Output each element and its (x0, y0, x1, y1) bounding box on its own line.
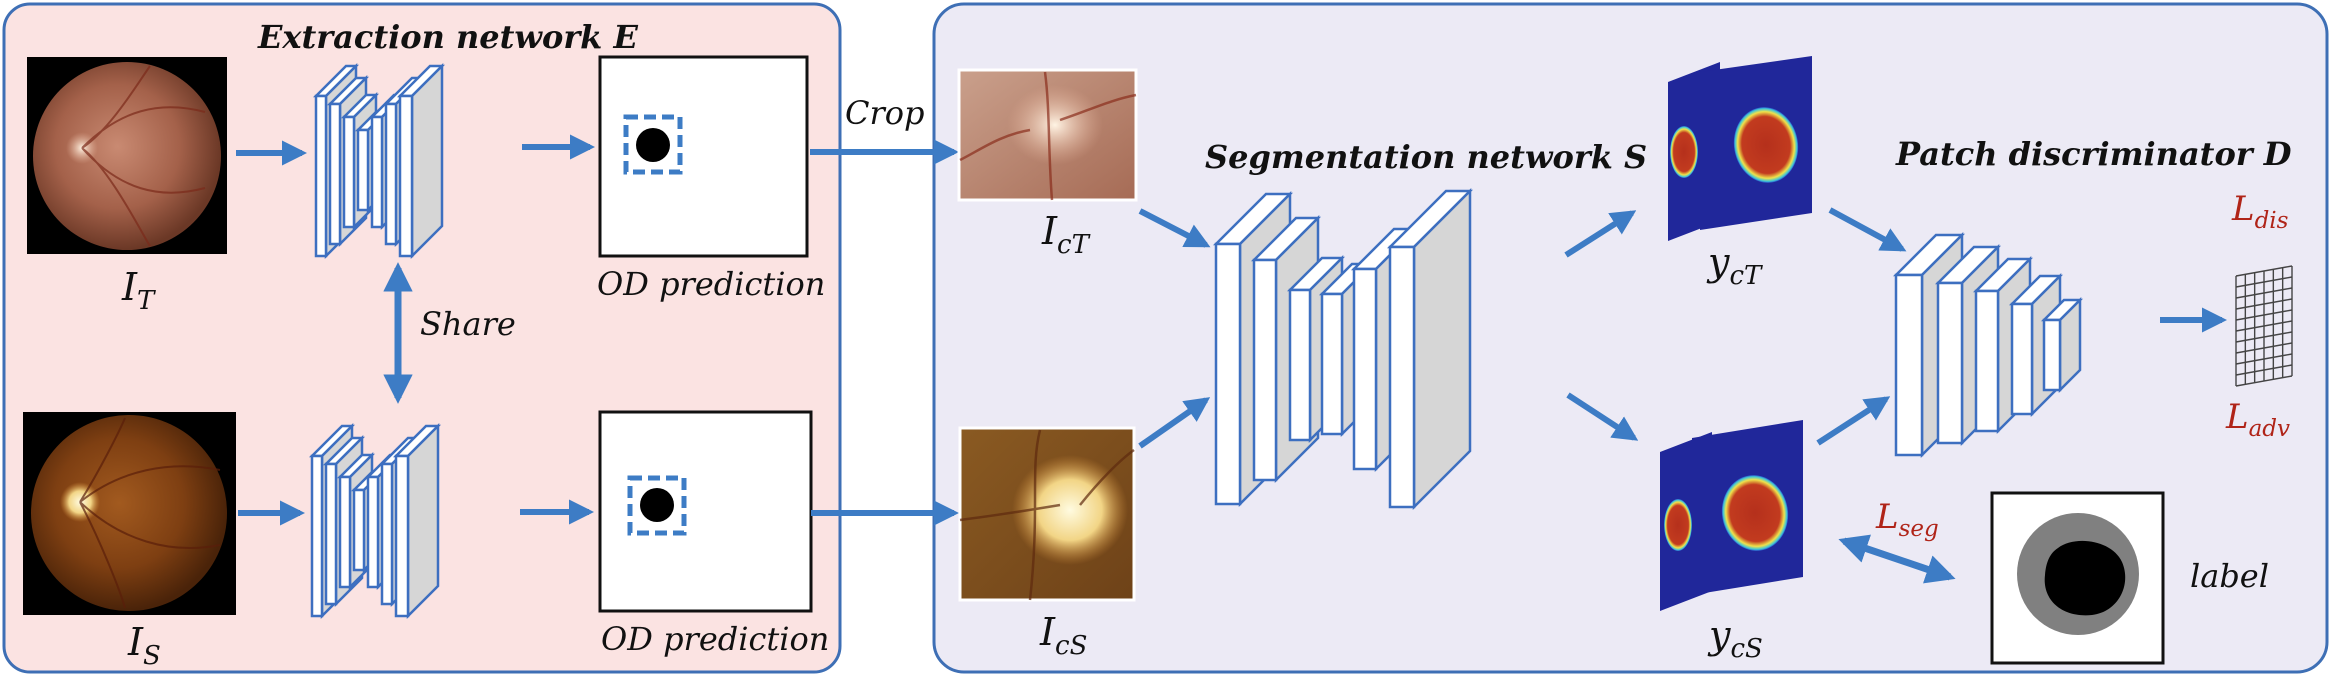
patch-grid-icon (2235, 265, 2293, 387)
label-I-S: IS (127, 620, 161, 671)
svg-text:IS: IS (127, 620, 161, 671)
svg-text:Ladv: Ladv (2225, 397, 2290, 442)
svg-text:IcS: IcS (1039, 610, 1087, 661)
seg-output-source (1660, 420, 1803, 611)
label-I-T: IT (121, 265, 156, 316)
svg-text:IcT: IcT (1041, 209, 1091, 260)
segmentation-layer-6 (1386, 187, 1474, 511)
svg-text:Lseg: Lseg (1875, 497, 1939, 542)
arrow-out-source-to-disc (1816, 396, 1891, 446)
loss-adv-label: Ladv (2225, 397, 2290, 442)
label-y-cS: ycS (1707, 613, 1763, 664)
loss-seg-label: Lseg (1875, 497, 1939, 542)
arrow-crop-source-to-seg (1138, 397, 1211, 449)
arrow-crop-target-to-seg (1138, 208, 1211, 248)
svg-text:IT: IT (121, 265, 156, 316)
extraction-network-bottom (308, 422, 442, 620)
svg-text:ycT: ycT (1706, 240, 1763, 291)
label-I-cS: IcS (1039, 610, 1087, 661)
fundus-target-image (27, 57, 227, 254)
discriminator-title: Patch discriminator D (1895, 135, 2292, 173)
patch-discriminator (1892, 231, 2084, 459)
crop-source-image (958, 426, 1136, 602)
segmentation-panel (932, 2, 2329, 674)
label-caption: label (2190, 557, 2269, 595)
arrow-seg-to-out-target (1564, 210, 1637, 258)
extraction-top-layer-7 (396, 62, 446, 260)
loss-dis-label: Ldis (2231, 189, 2289, 234)
od-prediction-bottom-label: OD prediction (601, 620, 829, 658)
segmentation-title: Segmentation network S (1205, 138, 1647, 176)
svg-text:Ldis: Ldis (2231, 189, 2289, 234)
fundus-source-image (23, 412, 236, 615)
segmentation-network (1212, 187, 1474, 511)
svg-text:ycS: ycS (1707, 613, 1763, 664)
extraction-title: Extraction network E (257, 18, 638, 56)
arrow-out-target-to-disc (1828, 207, 1907, 252)
seg-output-target (1668, 56, 1812, 241)
extraction-bottom-layer-7 (392, 422, 442, 620)
label-y-cT: ycT (1706, 240, 1763, 291)
od-prediction-top (598, 55, 809, 258)
crop-label: Crop (845, 94, 925, 132)
share-label: Share (420, 305, 516, 343)
loss-seg-arrow (1838, 534, 1956, 584)
ground-truth-label-icon (1990, 491, 2165, 665)
extraction-network-top (312, 62, 446, 260)
crop-target-image (957, 68, 1138, 202)
od-prediction-top-label: OD prediction (597, 265, 825, 303)
arrow-seg-to-out-source (1566, 392, 1639, 441)
discriminator-layer-5 (2040, 296, 2084, 394)
od-prediction-bottom (598, 410, 813, 613)
label-I-cT: IcT (1041, 209, 1091, 260)
